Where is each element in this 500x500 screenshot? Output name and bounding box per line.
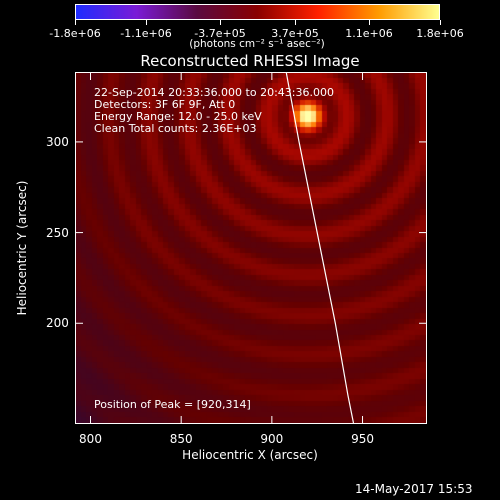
annotation-line: 22-Sep-2014 20:33:36.000 to 20:43:36.000 — [94, 86, 334, 99]
peak-position-label: Position of Peak = [920,314] — [94, 398, 251, 411]
annotation-block: 22-Sep-2014 20:33:36.000 to 20:43:36.000… — [94, 87, 334, 135]
colorbar-tick-label: 1.1e+06 — [345, 27, 393, 40]
x-axis-label: Heliocentric X (arcsec) — [182, 448, 318, 462]
annotation-line: Energy Range: 12.0 - 25.0 keV — [94, 110, 262, 123]
x-tick-label: 800 — [79, 432, 102, 446]
x-tick-label: 850 — [169, 432, 193, 446]
colorbar-tick-label: -1.8e+06 — [49, 27, 101, 40]
y-tick-label: 200 — [46, 316, 69, 331]
colorbar-unit: (photons cm⁻² s⁻¹ asec⁻²) — [189, 38, 325, 50]
plot-area — [75, 72, 427, 424]
colorbar-tick-label: 1.8e+06 — [416, 27, 464, 40]
colorbar-tick — [145, 20, 147, 25]
colorbar-tick-label: -3.7e+05 — [194, 27, 246, 40]
footer-timestamp: 14-May-2017 15:53 — [355, 482, 473, 496]
annotation-line: Detectors: 3F 6F 9F, Att 0 — [94, 98, 236, 111]
colorbar-tick — [295, 20, 296, 25]
colorbar-tick — [75, 20, 76, 25]
x-tick-label: 900 — [260, 432, 284, 446]
colorbar — [75, 4, 440, 20]
colorbar-tick — [369, 20, 371, 25]
colorbar-tick-label: 3.7e+05 — [271, 27, 319, 40]
colorbar-tick-label: -1.1e+06 — [120, 27, 172, 40]
plot-overlay — [76, 73, 426, 423]
colorbar-tick — [219, 20, 221, 25]
solar-limb-line — [285, 73, 355, 423]
annotation-line: Clean Total counts: 2.36E+03 — [94, 122, 257, 135]
colorbar-tick — [440, 20, 441, 25]
y-tick-label: 300 — [46, 134, 69, 149]
y-tick-label: 250 — [46, 225, 69, 240]
heatmap-image — [76, 73, 426, 423]
chart-title: Reconstructed RHESSI Image — [140, 52, 360, 70]
x-tick-label: 950 — [351, 432, 374, 446]
y-axis-label: Heliocentric Y (arcsec) — [15, 180, 29, 316]
